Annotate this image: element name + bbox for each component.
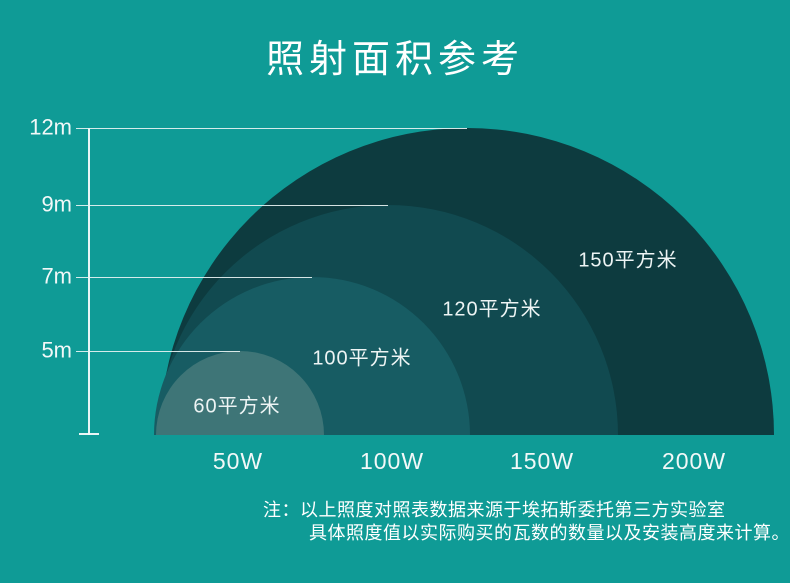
y-tick-5m: 5m (41, 337, 72, 363)
x-tick-150w: 150W (509, 448, 575, 474)
area-label-120sqm: 120平方米 (442, 298, 542, 321)
area-label-60sqm: 60平方米 (193, 395, 281, 418)
footnote-line-2: 具体照度值以实际购买的瓦数的数量以及安装高度来计算。 (309, 523, 790, 543)
x-tick-200w: 200W (661, 448, 727, 474)
y-axis-line (88, 128, 90, 435)
footnote-line-1: 注：以上照度对照表数据来源于埃拓斯委托第三方实验室 (263, 500, 726, 520)
chart-title: 照射面积参考 (265, 39, 524, 81)
y-axis-foot-tick (79, 433, 99, 435)
x-tick-100w: 100W (359, 448, 425, 474)
guide-line-9m (76, 205, 388, 206)
y-tick-12m: 12m (29, 114, 72, 140)
x-tick-50w: 50W (212, 448, 264, 474)
guide-line-12m (76, 128, 467, 129)
footnote: 注：以上照度对照表数据来源于埃拓斯委托第三方实验室 具体照度值以实际购买的瓦数的… (263, 499, 790, 545)
y-tick-9m: 9m (41, 191, 72, 217)
area-label-100sqm: 100平方米 (312, 347, 412, 370)
y-tick-7m: 7m (41, 263, 72, 289)
guide-line-7m (76, 277, 312, 278)
guide-line-5m (76, 351, 240, 352)
area-label-150sqm: 150平方米 (578, 249, 678, 272)
